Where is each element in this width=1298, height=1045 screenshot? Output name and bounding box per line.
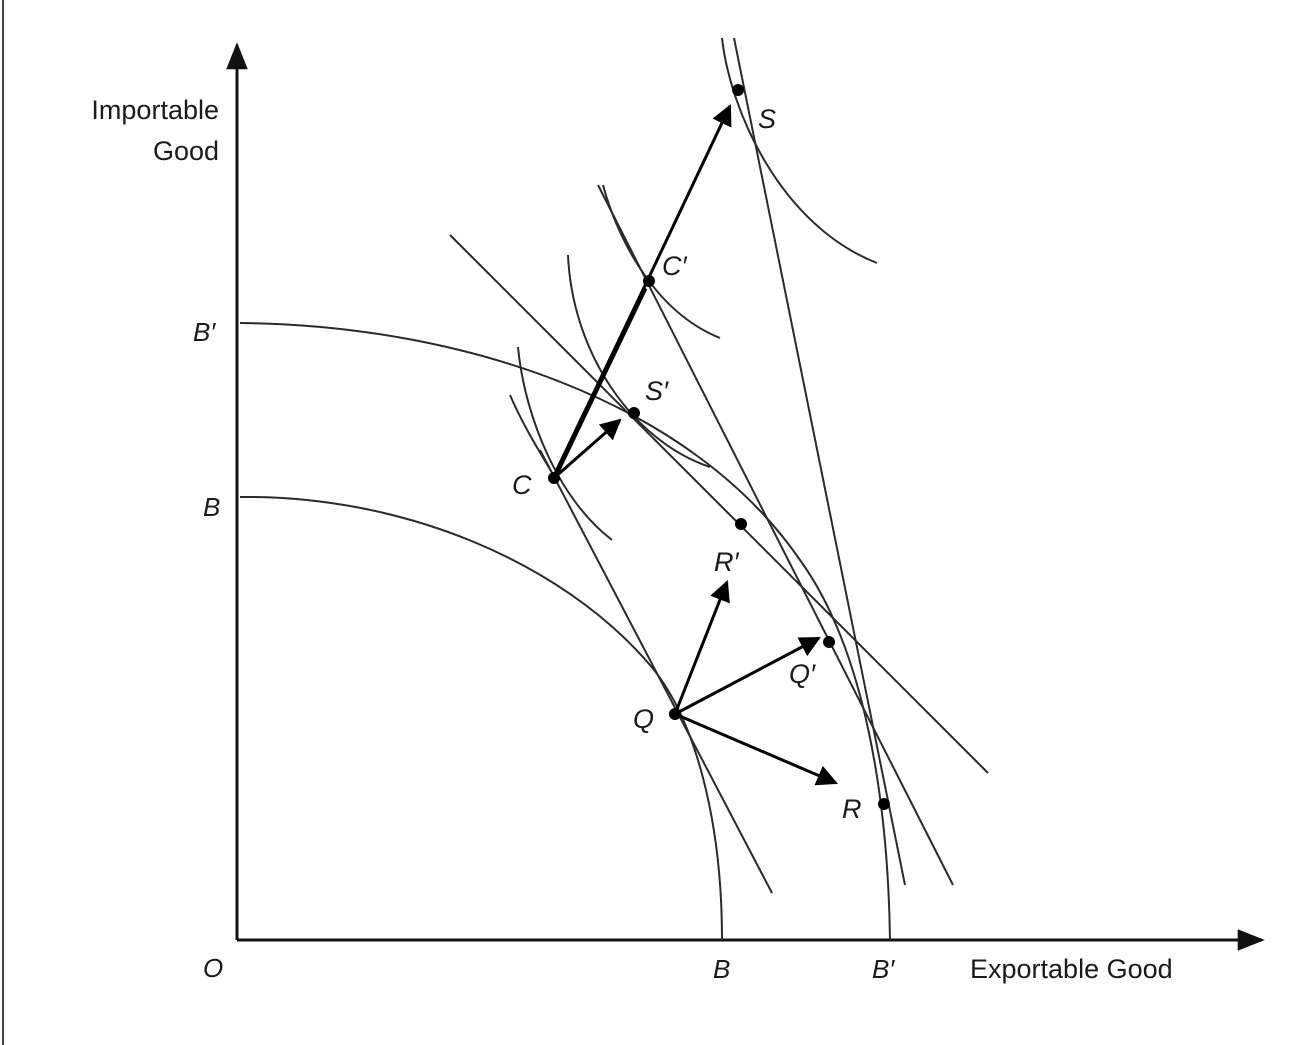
indifference-curve-C-prime (602, 184, 721, 339)
point-S-prime (628, 407, 640, 419)
point-Q (669, 708, 681, 720)
label-C-prime: C′ (662, 251, 687, 281)
y-axis-title-line1: Importable (91, 95, 219, 125)
point-Q-prime (823, 636, 835, 648)
price-line-CQ (539, 449, 773, 894)
indifference-curve-C (517, 346, 613, 541)
price-line-S (733, 37, 906, 886)
y-tick-b-prime: B′ (193, 317, 216, 347)
point-C (548, 472, 560, 484)
indifference-curve-C-lower (509, 394, 556, 479)
label-Q: Q (633, 704, 654, 734)
indifference-curve-S (721, 37, 878, 264)
arrow-Q-to-Q-prime (674, 636, 821, 716)
y-tick-b: B (203, 492, 220, 522)
label-S: S (758, 104, 776, 134)
ppf-outer-BB-prime (239, 322, 891, 941)
price-line-outer (449, 234, 989, 774)
ppf-inner-BB (239, 495, 723, 941)
arrow-C-to-C-prime (551, 286, 648, 480)
label-R: R (842, 794, 862, 824)
x-tick-b-prime: B′ (872, 954, 895, 984)
arrow-C-to-S-prime (553, 418, 622, 480)
indifference-curve-S-prime (567, 254, 711, 468)
arrow-Q-to-R (674, 712, 838, 786)
label-S-prime: S′ (645, 376, 669, 406)
point-C-prime (643, 275, 655, 287)
origin-label: O (203, 953, 223, 983)
point-R (878, 798, 890, 810)
x-tick-b: B (713, 954, 730, 984)
y-axis-title-line2: Good (153, 136, 219, 166)
point-R-prime (735, 518, 747, 530)
label-R-prime: R′ (714, 547, 739, 577)
x-axis-title: Exportable Good (970, 954, 1173, 984)
arrow-Q-to-R-prime (673, 580, 730, 715)
point-S (732, 84, 744, 96)
price-line-C-prime (597, 184, 954, 886)
label-Q-prime: Q′ (789, 659, 816, 689)
label-C: C (512, 470, 532, 500)
